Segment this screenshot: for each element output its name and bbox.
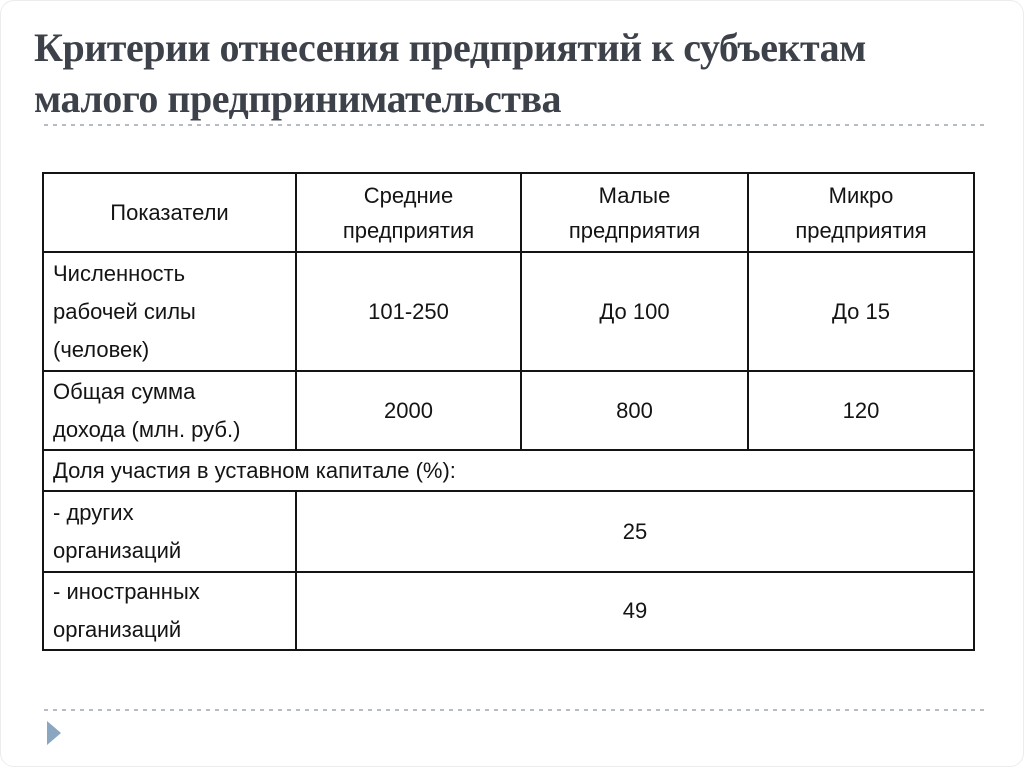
- capital-share-section-label: Доля участия в уставном капитале (%):: [42, 449, 975, 492]
- table-row-foreign-organizations: - иностранных организаций 49: [42, 571, 975, 651]
- row-label-other-organizations: - других организаций: [42, 490, 297, 573]
- row-label-foreign-organizations: - иностранных организаций: [42, 571, 297, 651]
- slide-title: Критерии отнесения предприятий к субъект…: [34, 25, 866, 121]
- table-header-row: Показатели Средние предприятия Малые пре…: [42, 172, 975, 253]
- play-triangle-icon: [47, 721, 61, 745]
- col-header-small-enterprises: Малые предприятия: [520, 172, 749, 253]
- workforce-micro-value: До 15: [747, 251, 975, 372]
- income-micro-value: 120: [747, 370, 975, 451]
- footer-divider-dashed-line: [44, 709, 988, 711]
- table-row-other-organizations: - других организаций 25: [42, 490, 975, 573]
- row-label-income: Общая сумма дохода (млн. руб.): [42, 370, 297, 451]
- income-medium-value: 2000: [295, 370, 522, 451]
- workforce-medium-value: 101-250: [295, 251, 522, 372]
- title-divider-dashed-line: [44, 124, 988, 126]
- workforce-small-value: До 100: [520, 251, 749, 372]
- table-row-capital-share-section: Доля участия в уставном капитале (%):: [42, 449, 975, 492]
- col-header-medium-enterprises: Средние предприятия: [295, 172, 522, 253]
- table-row-workforce: Численность рабочей силы (человек) 101-2…: [42, 251, 975, 372]
- income-small-value: 800: [520, 370, 749, 451]
- col-header-indicators: Показатели: [42, 172, 297, 253]
- other-organizations-value: 25: [295, 490, 975, 573]
- foreign-organizations-value: 49: [295, 571, 975, 651]
- criteria-table: Показатели Средние предприятия Малые пре…: [42, 172, 975, 651]
- row-label-workforce: Численность рабочей силы (человек): [42, 251, 297, 372]
- col-header-micro-enterprises: Микро предприятия: [747, 172, 975, 253]
- table-row-income: Общая сумма дохода (млн. руб.) 2000 800 …: [42, 370, 975, 451]
